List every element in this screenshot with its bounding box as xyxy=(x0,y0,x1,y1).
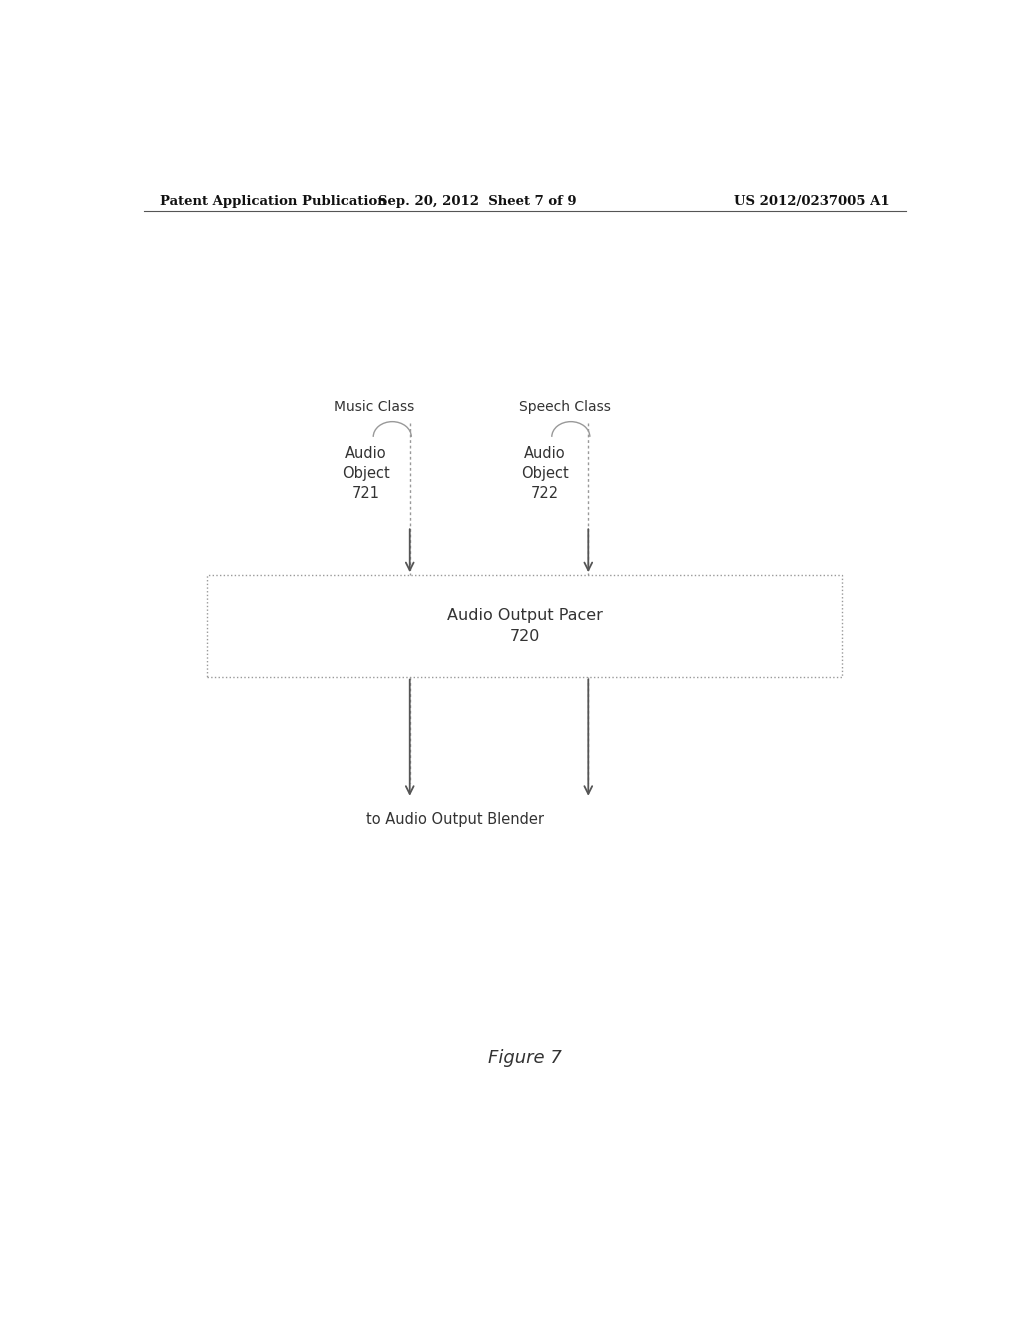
Text: Audio
Object
722: Audio Object 722 xyxy=(521,446,568,500)
Text: Audio Output Pacer
720: Audio Output Pacer 720 xyxy=(446,609,603,644)
Text: Figure 7: Figure 7 xyxy=(487,1049,562,1067)
Text: US 2012/0237005 A1: US 2012/0237005 A1 xyxy=(734,194,890,207)
Text: Music Class: Music Class xyxy=(334,400,414,414)
Text: Patent Application Publication: Patent Application Publication xyxy=(160,194,386,207)
Text: Sep. 20, 2012  Sheet 7 of 9: Sep. 20, 2012 Sheet 7 of 9 xyxy=(378,194,577,207)
Text: Speech Class: Speech Class xyxy=(518,400,610,414)
FancyBboxPatch shape xyxy=(207,576,842,677)
Text: Audio
Object
721: Audio Object 721 xyxy=(342,446,390,500)
Text: to Audio Output Blender: to Audio Output Blender xyxy=(367,812,544,826)
